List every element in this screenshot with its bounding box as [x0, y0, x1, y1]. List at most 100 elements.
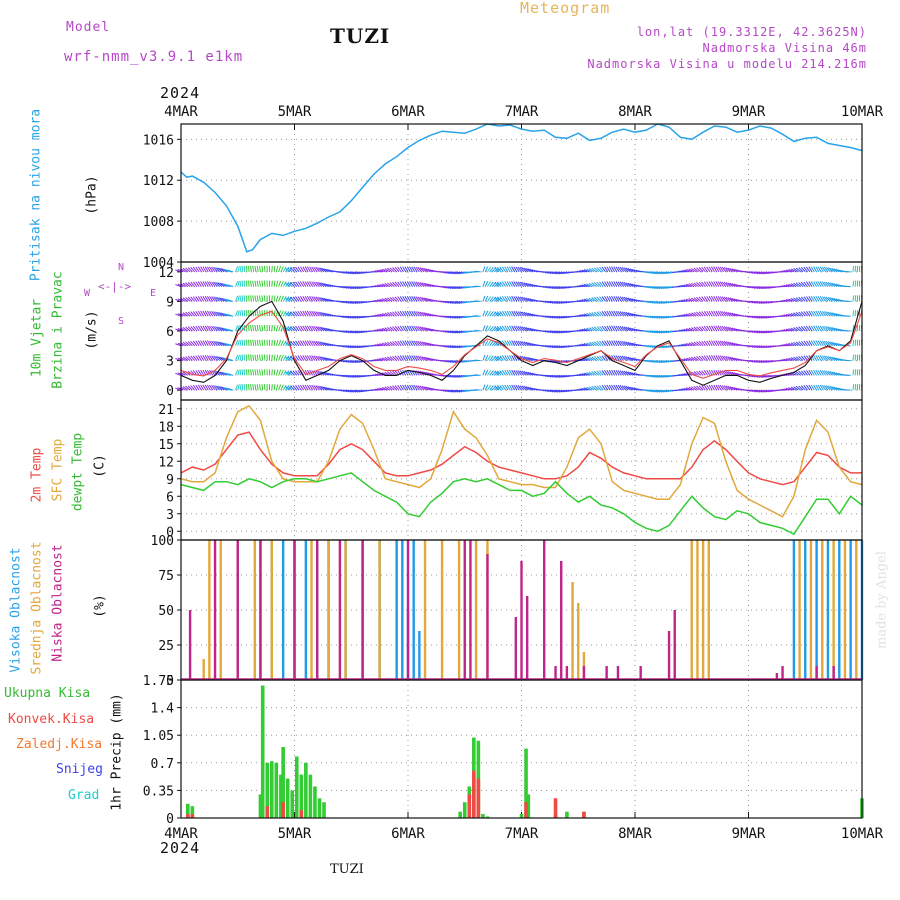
cloud-bar — [798, 540, 801, 680]
wind-arrow — [523, 267, 529, 273]
wind-arrow — [349, 374, 356, 378]
wind-arrow — [756, 389, 763, 393]
wind-arrow — [379, 328, 386, 332]
wind-arrow — [785, 284, 792, 288]
wind-arrow — [656, 271, 663, 275]
wind-arrow — [241, 384, 244, 391]
cloud-bar — [327, 540, 330, 680]
wind-arrow — [698, 340, 704, 347]
wind-arrow — [763, 330, 770, 334]
wind-arrow — [651, 300, 658, 304]
wind-arrow — [521, 370, 527, 376]
wind-arrow — [798, 282, 804, 287]
wind-arrow — [795, 311, 802, 317]
wind-arrow — [256, 295, 259, 302]
wind-arrow — [200, 281, 205, 287]
wind-arrow — [586, 312, 593, 317]
wind-arrow — [588, 327, 595, 332]
wind-arrow — [725, 282, 731, 287]
y-tick-label-precip: 1.4 — [151, 702, 175, 717]
wind-arrow — [175, 284, 182, 288]
wind-arrow — [419, 281, 425, 287]
wind-arrow — [452, 271, 459, 275]
wind-arrow — [254, 339, 257, 346]
wind-arrow — [297, 310, 302, 317]
wind-arrow — [713, 266, 718, 273]
wind-arrow — [417, 296, 423, 302]
wind-arrow — [252, 384, 255, 391]
wind-arrow — [235, 295, 239, 302]
wind-arrow — [182, 297, 189, 302]
wind-arrow — [302, 340, 307, 347]
wind-arrow — [810, 325, 815, 332]
wind-arrow — [482, 310, 486, 317]
wind-arrow — [751, 330, 758, 333]
wind-arrow — [258, 339, 261, 346]
wind-arrow — [719, 281, 724, 287]
wind-arrow — [517, 266, 522, 273]
wind-arrow — [751, 315, 758, 319]
wind-arrow — [496, 385, 502, 391]
wind-arrow — [292, 385, 298, 391]
wind-arrow — [419, 341, 425, 347]
wind-arrow — [340, 315, 347, 318]
wind-arrow — [284, 356, 291, 361]
wind-arrow — [515, 296, 520, 302]
wind-arrow — [663, 330, 670, 334]
wind-arrow — [656, 389, 663, 393]
wind-arrow — [623, 326, 629, 332]
wind-arrow — [258, 280, 261, 287]
wind-arrow — [654, 360, 661, 363]
wind-arrow — [456, 389, 463, 393]
wind-arrow — [311, 340, 316, 347]
wind-arrow — [278, 384, 282, 391]
wind-arrow — [749, 315, 756, 318]
wind-arrow — [576, 329, 583, 332]
wind-arrow — [508, 281, 513, 287]
wind-arrow — [821, 310, 827, 317]
wind-arrow — [192, 266, 198, 273]
wind-arrow — [377, 299, 384, 302]
wind-arrow — [649, 374, 656, 378]
wind-arrow — [833, 312, 840, 317]
wind-arrow — [756, 330, 763, 334]
wind-arrow — [427, 342, 434, 347]
wind-arrow — [197, 384, 202, 391]
wind-arrow — [354, 286, 361, 290]
wind-arrow — [389, 356, 395, 361]
wind-arrow — [795, 326, 802, 332]
wind-arrow — [202, 384, 207, 391]
wind-arrow — [195, 296, 200, 302]
wind-arrow — [649, 300, 656, 304]
wind-arrow — [529, 372, 536, 376]
wind-arrow — [192, 355, 198, 361]
wind-arrow — [397, 384, 402, 391]
wind-arrow — [325, 342, 332, 347]
wind-arrow — [343, 374, 350, 378]
wind-arrow — [504, 369, 509, 376]
wind-arrow — [617, 355, 622, 361]
wind-arrow — [554, 300, 561, 304]
wind-arrow — [387, 297, 393, 302]
cloud-bar — [457, 540, 461, 680]
wind-arrow — [261, 384, 264, 391]
wind-arrow — [706, 281, 711, 287]
wind-arrow — [404, 310, 409, 317]
wind-arrow — [295, 340, 300, 347]
wind-arrow — [187, 267, 193, 273]
wind-arrow — [827, 326, 833, 332]
wind-arrow — [581, 269, 588, 273]
wind-arrow — [217, 326, 223, 332]
wind-arrow — [763, 286, 770, 290]
wind-arrow — [788, 342, 795, 347]
wind-arrow — [254, 354, 257, 361]
wind-arrow — [513, 266, 518, 273]
wind-arrow — [681, 284, 688, 288]
wind-arrow — [654, 300, 661, 304]
wind-arrow — [691, 268, 697, 273]
wind-arrow — [235, 384, 239, 391]
wind-arrow — [523, 356, 529, 361]
y-tick-label-cloud: 0 — [166, 674, 174, 689]
wind-arrow — [417, 311, 423, 317]
wind-arrow — [384, 327, 391, 332]
